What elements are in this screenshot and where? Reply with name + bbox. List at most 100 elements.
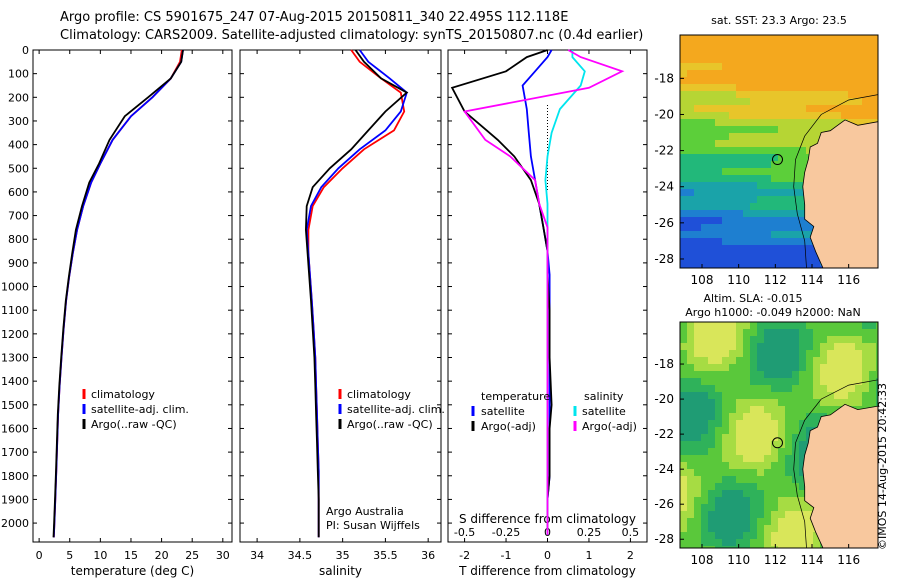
map-cell	[876, 42, 878, 50]
map-cell	[785, 154, 793, 162]
map-cell	[687, 336, 695, 344]
temperature-panel: 0100200300400500600700800900100011001200…	[1, 44, 233, 578]
map-cell	[785, 168, 793, 176]
x-tick-label: 116	[837, 273, 860, 287]
map-cell	[680, 455, 688, 463]
map-cell	[701, 364, 709, 372]
land	[802, 119, 878, 268]
map-cell	[687, 70, 695, 78]
map-cell	[729, 70, 737, 78]
map-cell	[736, 217, 744, 225]
map-cell	[729, 371, 737, 379]
map-cell	[820, 77, 828, 85]
map-cell	[715, 175, 723, 183]
map-cell	[771, 35, 779, 43]
map-cell	[729, 546, 737, 548]
map-cell	[757, 343, 765, 351]
map-cell	[785, 70, 793, 78]
map-cell	[813, 56, 821, 64]
map-cell	[785, 105, 793, 113]
map-cell	[862, 42, 870, 50]
map-cell	[722, 462, 730, 470]
map-cell	[680, 525, 688, 533]
map-cell	[680, 392, 688, 400]
map-cell	[722, 224, 730, 232]
map-cell	[743, 546, 751, 548]
map-cell	[799, 455, 807, 463]
sla-map: 108 110 112 114 116-18-20-22-24-26-28	[654, 321, 879, 567]
map-cell	[736, 35, 744, 43]
map-cell	[785, 196, 793, 204]
map-cell	[715, 238, 723, 246]
map-cell	[729, 532, 737, 540]
map-cell	[799, 175, 807, 183]
map-cell	[701, 196, 709, 204]
map-cell	[785, 203, 793, 211]
map-cell	[813, 133, 821, 141]
map-cell	[785, 63, 793, 71]
map-cell	[771, 483, 779, 491]
map-cell	[869, 364, 877, 372]
map-cell	[792, 49, 800, 57]
map-cell	[715, 189, 723, 197]
map-cell	[715, 448, 723, 456]
map-cell	[813, 252, 821, 260]
map-cell	[722, 56, 730, 64]
map-cell	[701, 532, 709, 540]
map-cell	[715, 140, 723, 148]
map-cell	[848, 105, 856, 113]
map-cell	[820, 343, 828, 351]
map-cell	[771, 133, 779, 141]
map-cell	[757, 70, 765, 78]
map-cell	[715, 364, 723, 372]
map-cell	[799, 259, 807, 267]
map-cell	[694, 63, 702, 71]
map-cell	[743, 392, 751, 400]
map-cell	[743, 161, 751, 169]
map-cell	[855, 357, 863, 365]
map-cell	[729, 518, 737, 526]
map-cell	[778, 392, 786, 400]
map-cell	[806, 518, 814, 526]
map-cell	[806, 406, 814, 414]
map-cell	[750, 126, 758, 134]
map-cell	[694, 175, 702, 183]
map-cell	[862, 56, 870, 64]
map-cell	[687, 224, 695, 232]
map-cell	[778, 49, 786, 57]
map-cell	[771, 343, 779, 351]
map-cell	[694, 434, 702, 442]
map-cell	[701, 525, 709, 533]
map-cell	[701, 175, 709, 183]
map-cell	[834, 343, 842, 351]
map-cell	[785, 364, 793, 372]
map-cell	[792, 175, 800, 183]
map-cell	[743, 133, 751, 141]
map-cell	[778, 126, 786, 134]
map-cell	[862, 364, 870, 372]
map-cell	[694, 343, 702, 351]
map-cell	[680, 140, 688, 148]
climatology-header: Climatology: CARS2009. Satellite-adjuste…	[60, 28, 644, 43]
map-cell	[876, 49, 878, 57]
map-cell	[743, 490, 751, 498]
map-cell	[736, 441, 744, 449]
map-cell	[680, 210, 688, 218]
map-cell	[855, 329, 863, 337]
map-cell	[722, 147, 730, 155]
map-cell	[862, 105, 870, 113]
map-cell	[757, 357, 765, 365]
map-cell	[876, 70, 878, 78]
map-cell	[806, 399, 814, 407]
map-cell	[743, 259, 751, 267]
map-cell	[736, 392, 744, 400]
map-cell	[680, 490, 688, 498]
map-cell	[743, 385, 751, 393]
map-cell	[715, 126, 723, 134]
map-cell	[764, 182, 772, 190]
map-cell	[743, 238, 751, 246]
map-cell	[687, 210, 695, 218]
map-cell	[827, 329, 835, 337]
map-cell	[869, 322, 877, 330]
map-cell	[743, 175, 751, 183]
